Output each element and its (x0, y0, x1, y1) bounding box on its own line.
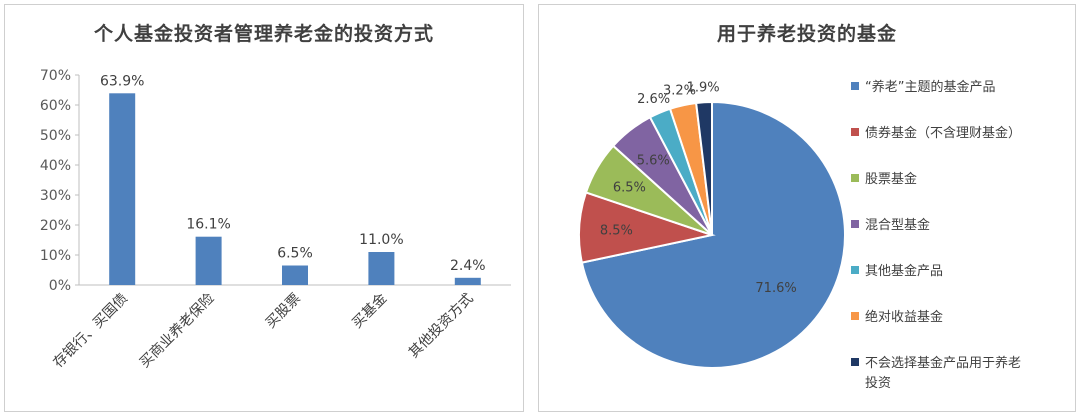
bar (195, 236, 222, 285)
x-tick-label: 存银行、买国债 (50, 291, 131, 372)
y-tick-label: 0% (49, 278, 71, 294)
y-tick-label: 30% (40, 188, 71, 204)
legend-label: 不会选择基金产品用于养老投资 (865, 355, 1021, 391)
legend-label: “养老”主题的基金产品 (865, 79, 995, 95)
y-tick-label: 20% (40, 218, 71, 234)
pie-slice (695, 100, 713, 236)
bar-value-label: 16.1% (186, 217, 230, 233)
bar (282, 265, 308, 285)
legend-label: 债券基金（不含理财基金） (865, 125, 1021, 141)
bar-value-label: 6.5% (277, 246, 313, 262)
legend-swatch (851, 312, 859, 320)
legend-swatch (851, 220, 859, 228)
legend-label: 其他基金产品 (865, 263, 943, 279)
pie-value-label: 2.6% (637, 92, 670, 107)
pie-value-label: 1.9% (687, 80, 720, 95)
bar-chart-panel: 个人基金投资者管理养老金的投资方式 0% 10% 20% 30% 40% 50% 60% 70… (4, 4, 524, 412)
pie-chart-panel: 用于养老投资的基金 71.6% 8.5% 6.5% 5.6% 2.6% 3.2% 1.9% “… (538, 4, 1076, 412)
legend-swatch (851, 128, 859, 136)
x-tick-label: 买基金 (349, 290, 391, 332)
pie-value-label: 3.2% (663, 84, 696, 99)
x-tick-label: 买股票 (263, 291, 304, 332)
pie-value-label: 5.6% (637, 153, 670, 168)
bar (454, 277, 481, 285)
y-tick-label: 40% (40, 158, 71, 174)
y-tick-label: 70% (40, 68, 71, 84)
bar-chart-title: 个人基金投资者管理养老金的投资方式 (93, 23, 434, 45)
y-tick-label: 10% (40, 248, 71, 264)
pie-value-label: 6.5% (613, 181, 646, 196)
x-tick-label: 其他投资方式 (406, 291, 477, 362)
legend-swatch (851, 358, 859, 366)
legend-swatch (851, 266, 859, 274)
pie-chart: 71.6% 8.5% 6.5% 5.6% 2.6%3.2%1.9% “养老”主题的基金产品… (578, 79, 1021, 391)
legend-swatch (851, 82, 859, 90)
legend-swatch (851, 174, 859, 182)
bar-chart: 0% 10% 20% 30% 40% 50% 60% 70% 63.9% 存银行、买国债 16.1%… (40, 68, 511, 372)
bar-value-label: 63.9% (100, 73, 144, 89)
y-tick-label: 60% (40, 98, 71, 114)
bar-value-label: 2.4% (450, 258, 486, 274)
legend-label: 混合型基金 (865, 217, 930, 233)
pie-value-label: 71.6% (755, 281, 796, 296)
y-tick-label: 50% (40, 128, 71, 144)
pie-value-label: 8.5% (600, 223, 633, 238)
bar (368, 252, 395, 285)
bar-value-label: 11.0% (359, 232, 403, 248)
legend-label: 股票基金 (865, 171, 917, 187)
bar (109, 93, 136, 285)
pie-chart-title: 用于养老投资的基金 (716, 23, 897, 45)
x-tick-label: 买商业养老保险 (137, 291, 218, 372)
legend-label: 绝对收益基金 (865, 309, 943, 325)
